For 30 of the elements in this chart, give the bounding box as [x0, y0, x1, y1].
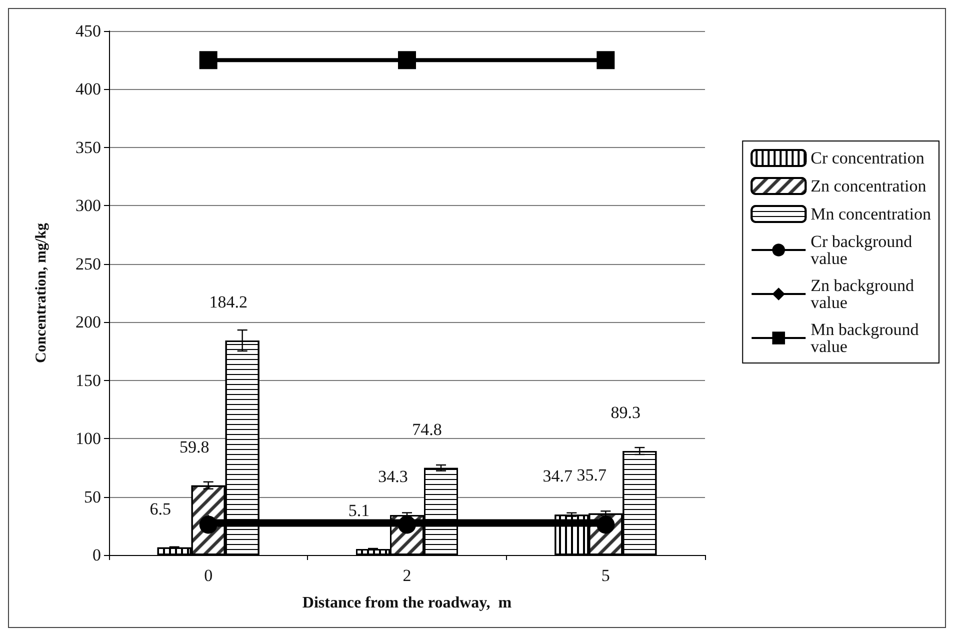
y-tick-label: 150 [76, 370, 101, 390]
y-tick-label: 50 [84, 487, 101, 506]
data-label: 184.2 [209, 292, 248, 312]
legend-label: Mn concentration [810, 204, 932, 224]
legend-label: Zn background value [810, 276, 918, 312]
data-label: 6.5 [150, 499, 171, 518]
legend-label: Cr background value [810, 232, 916, 268]
data-label: 89.3 [610, 403, 641, 422]
x-tick-label: 2 [402, 566, 412, 585]
x-tick-label: 0 [204, 566, 213, 585]
y-axis-title: Concentration, mg/kg [34, 222, 50, 363]
y-tick-label: 450 [76, 22, 101, 40]
y-tick-label: 400 [76, 80, 101, 99]
y-tick-label: 0 [92, 546, 101, 564]
y-tick-label: 300 [76, 196, 101, 216]
legend-label: Zn concentration [810, 176, 927, 196]
y-tick-label: 200 [76, 312, 101, 332]
legend-label: Cr concentration [810, 148, 925, 168]
y-tick-label: 250 [76, 254, 101, 274]
y-tick-label: 350 [76, 138, 101, 157]
data-label: 35.7 [576, 465, 608, 484]
data-label: 34.7 [542, 466, 574, 486]
x-tick-label: 5 [601, 566, 610, 585]
y-tick-label: 100 [76, 429, 101, 448]
data-label: 5.1 [348, 501, 370, 520]
data-label: 34.3 [378, 467, 408, 486]
data-label: 59.8 [179, 437, 210, 456]
x-axis-title: Distance from the roadway, m [302, 594, 512, 612]
legend-label: Mn background value [810, 320, 923, 356]
data-label: 74.8 [412, 420, 442, 439]
